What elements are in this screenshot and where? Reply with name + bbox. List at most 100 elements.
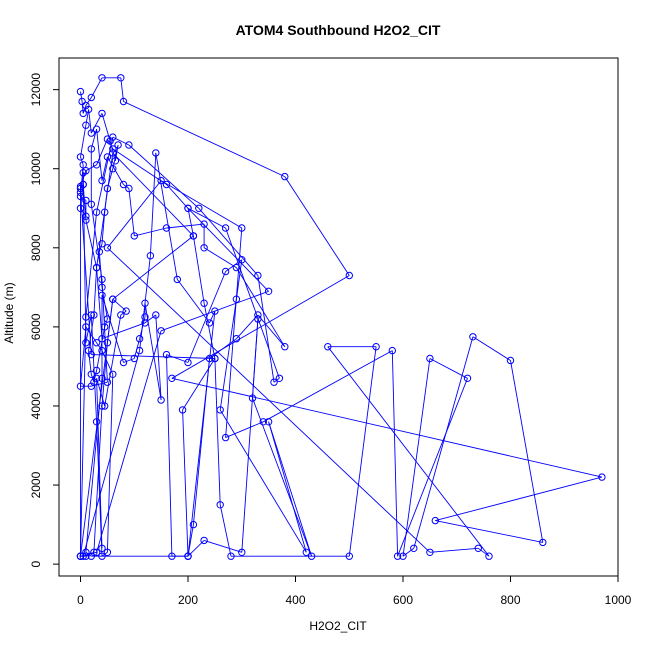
data-point [82, 212, 90, 220]
data-point [98, 240, 106, 248]
data-point [103, 378, 112, 386]
data-point [101, 323, 109, 331]
data-point [125, 141, 133, 149]
data-point [98, 552, 106, 560]
series-segment [402, 358, 431, 557]
series-segment [166, 354, 173, 557]
data-point [259, 418, 267, 426]
series-segment [104, 318, 108, 328]
data-point [87, 93, 96, 102]
data-point [388, 346, 396, 355]
data-point [98, 544, 106, 552]
data-point [178, 406, 187, 414]
data-point [469, 333, 477, 341]
x-tick-label: 1000 [605, 593, 632, 607]
data-point [275, 374, 284, 382]
series-segment [107, 180, 162, 249]
series-segment [81, 101, 84, 114]
data-point [431, 516, 439, 525]
x-axis-label: H2O2_CIT [309, 619, 367, 633]
data-point [281, 343, 289, 351]
data-point [189, 520, 198, 529]
data-point [216, 501, 224, 509]
data-point [76, 382, 85, 390]
data-point [221, 224, 230, 232]
plot-frame [58, 57, 619, 577]
data-point [324, 343, 332, 351]
series-segment [93, 267, 98, 316]
data-point [130, 232, 139, 240]
series-segment [101, 212, 106, 244]
series-segment [203, 247, 237, 268]
data-point [111, 157, 120, 165]
y-tick-label: 2000 [29, 471, 43, 498]
data-point [254, 315, 262, 323]
series-segment [82, 350, 141, 557]
y-tick-label: 10000 [29, 152, 43, 186]
data-point [92, 548, 101, 556]
data-point [82, 196, 90, 205]
series-segment [96, 326, 106, 371]
series-segment [236, 267, 286, 347]
data-point [426, 354, 434, 363]
data-point [82, 552, 90, 560]
series-segment [101, 279, 108, 383]
data-point [281, 172, 289, 181]
data-point [157, 327, 165, 335]
series-segment [209, 310, 216, 324]
data-point [232, 295, 241, 303]
series-segment [192, 358, 210, 525]
data-point [79, 169, 87, 177]
series-segment [160, 180, 243, 229]
data-point [92, 208, 101, 216]
data-point [90, 548, 98, 556]
series-segment [128, 188, 135, 236]
series-segment [112, 148, 167, 185]
data-point [184, 204, 192, 213]
series-segment [96, 378, 103, 549]
data-point [98, 335, 106, 343]
data-point [82, 548, 90, 556]
data-point [103, 244, 112, 252]
data-point [157, 396, 165, 404]
series-segment [104, 188, 108, 213]
data-point [87, 311, 96, 319]
data-point [238, 224, 246, 232]
data-point [506, 356, 515, 365]
series-segment [112, 144, 119, 169]
data-point [216, 406, 224, 414]
data-point [117, 311, 125, 319]
data-point [117, 74, 125, 82]
x-tick-label: 400 [285, 593, 305, 607]
data-point [98, 291, 106, 299]
series-segment [176, 279, 210, 324]
data-point [302, 548, 310, 556]
series-segment [187, 208, 194, 236]
series-segment [257, 275, 275, 383]
series-segment [93, 405, 103, 553]
series-segment [435, 476, 603, 522]
series-segment [192, 235, 205, 304]
series-segment [327, 346, 490, 557]
series-segment [203, 539, 242, 553]
series-segment [144, 314, 157, 324]
series-segment [155, 152, 178, 280]
series-segment [472, 336, 511, 361]
data-point [114, 141, 122, 149]
data-point [82, 323, 90, 331]
data-point [109, 145, 117, 153]
data-point [87, 552, 96, 560]
series-segment [98, 251, 103, 288]
data-point [162, 350, 171, 359]
data-point [135, 346, 144, 355]
x-axis: 0 200 400 600 800 1000 [77, 575, 632, 607]
series-segment [166, 223, 205, 229]
data-point [205, 319, 214, 327]
series-segment [187, 540, 205, 557]
data-point [122, 307, 130, 315]
data-point [162, 224, 171, 232]
series-segment [80, 125, 87, 157]
data-point [119, 358, 128, 367]
data-point [98, 346, 106, 355]
data-point [78, 97, 86, 106]
